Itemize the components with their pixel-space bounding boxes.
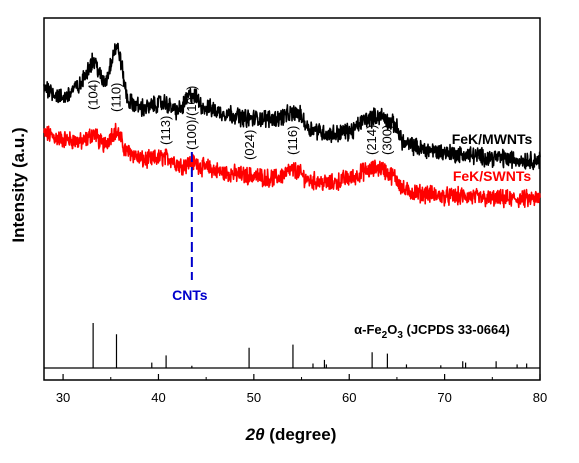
peak-label: (024): [242, 130, 257, 160]
x-tick-label: 70: [437, 390, 451, 405]
series-line-mwnts: [43, 42, 541, 171]
cnt-marker-label: CNTs: [172, 287, 208, 303]
x-axis-label-symbol: 2θ: [245, 425, 265, 444]
series-label-mwnts: FeK/MWNTs: [452, 131, 533, 147]
plot-area-frame: [43, 17, 541, 381]
peak-label: (214): [364, 125, 379, 155]
series-line-swnts: [43, 122, 541, 209]
y-axis-label: Intensity (a.u.): [9, 127, 28, 242]
x-tick-label: 50: [247, 390, 261, 405]
x-axis-label: 2θ (degree): [245, 425, 337, 444]
x-tick-label: 30: [56, 390, 70, 405]
peak-label: (100)/(101): [184, 86, 199, 150]
peak-label: (116): [285, 126, 300, 155]
peak-label: (104): [86, 80, 101, 110]
x-axis-label-unit: (degree): [265, 425, 337, 444]
peak-label: (300): [379, 125, 394, 155]
reference-label: α-Fe2O3 (JCPDS 33-0664): [354, 322, 510, 341]
x-tick-label: 80: [533, 390, 547, 405]
x-tick-label: 40: [151, 390, 165, 405]
x-tick-label: 60: [342, 390, 356, 405]
series-label-swnts: FeK/SWNTs: [453, 168, 532, 184]
peak-label: (110): [108, 83, 123, 112]
peak-label: (113): [158, 116, 173, 145]
